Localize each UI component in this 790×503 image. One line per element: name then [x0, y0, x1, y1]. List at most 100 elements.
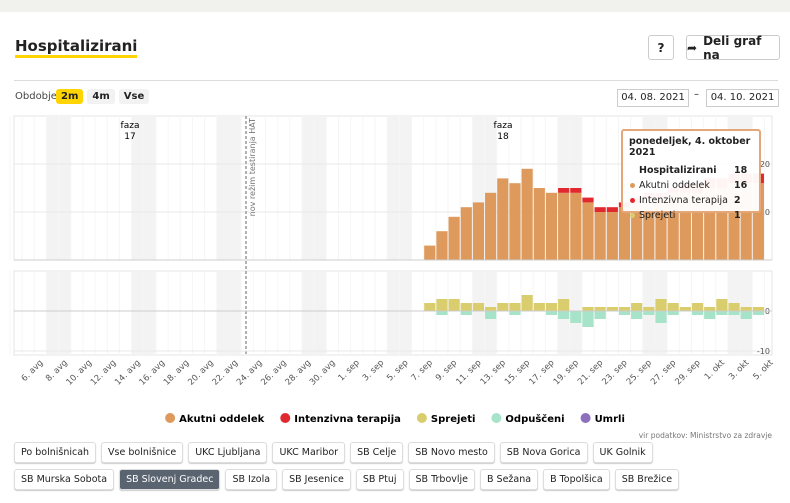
hospital-button[interactable]: UKC Ljubljana	[188, 442, 268, 463]
phase-number: 18	[497, 132, 509, 142]
bar	[667, 303, 679, 311]
x-tick-label: 12. avg	[89, 358, 119, 388]
bar	[533, 303, 545, 311]
hospital-button[interactable]: Po bolnišnicah	[14, 442, 97, 463]
bar	[497, 303, 509, 311]
hospital-button[interactable]: B Sežana	[480, 469, 539, 490]
hospital-button[interactable]: UK Golnik	[592, 442, 653, 463]
x-tick-label: 14. avg	[113, 358, 143, 388]
tooltip-row: Sprejeti 1	[629, 208, 753, 223]
bar	[606, 207, 618, 212]
x-tick-label: 29. sep	[673, 358, 702, 387]
x-tick-label: 26. avg	[259, 358, 289, 388]
bar	[472, 303, 485, 311]
bar	[570, 188, 582, 193]
legend-label: Sprejeti	[431, 414, 476, 425]
hospital-button[interactable]: SB Brežice	[614, 469, 680, 490]
x-tick-label: 19. sep	[552, 358, 581, 387]
tooltip-row: Hospitalizirani 18	[629, 163, 753, 178]
period-option[interactable]: 4m	[87, 89, 115, 104]
bar	[460, 311, 472, 315]
legend-dot	[280, 413, 291, 423]
bar	[618, 207, 631, 260]
bar	[485, 307, 497, 311]
bar	[521, 168, 533, 260]
bar	[448, 216, 460, 260]
bar	[497, 178, 509, 260]
x-tick-label: 23. sep	[600, 358, 629, 387]
bar	[582, 307, 594, 311]
legend: Akutni oddelek Intenzivna terapija Sprejet…	[165, 413, 625, 425]
tooltip-key: Intenzivna terapija	[639, 195, 728, 206]
date-from[interactable]: 04. 08. 2021	[617, 89, 689, 107]
phase-number: 17	[124, 132, 135, 142]
period-options: 2m 4m Vse	[56, 89, 150, 104]
x-tick-label: 1. sep	[337, 358, 362, 383]
bar	[728, 303, 740, 311]
x-tick-label: 5. sep	[385, 358, 410, 383]
bar	[436, 311, 448, 315]
hospital-button[interactable]: SB Ptuj	[355, 469, 404, 490]
x-tick-label: 3. sep	[361, 358, 386, 383]
tooltip-value: 1	[734, 210, 741, 221]
period-option[interactable]: Vse	[118, 89, 150, 104]
tooltip-key: Sprejeti	[639, 210, 676, 221]
bar	[643, 311, 655, 315]
hospital-button[interactable]: SB Jesenice	[282, 469, 351, 490]
hospital-button[interactable]: UKC Maribor	[272, 442, 346, 463]
tooltip-key: Hospitalizirani	[639, 165, 717, 176]
hospital-button[interactable]: SB Slovenj Gradec	[119, 469, 221, 490]
bar	[716, 188, 728, 260]
bar	[691, 303, 704, 311]
hospital-button[interactable]: SB Izola	[225, 469, 278, 490]
hospital-button[interactable]: B Topolšica	[543, 469, 610, 490]
hospital-button[interactable]: SB Novo mesto	[408, 442, 495, 463]
date-to[interactable]: 04. 10. 2021	[706, 89, 779, 107]
bar	[570, 192, 582, 260]
bar	[667, 311, 679, 315]
help-button[interactable]: ?	[648, 35, 674, 60]
bar	[752, 183, 764, 260]
bar	[545, 303, 558, 311]
bar	[716, 299, 728, 311]
tooltip-title: ponedeljek, 4. oktober 2021	[629, 136, 751, 158]
hospital-button[interactable]: SB Nova Gorica	[499, 442, 588, 463]
bar	[655, 299, 667, 311]
share-button[interactable]: ➦ Deli graf na	[686, 34, 780, 62]
period-option[interactable]: 2m	[56, 89, 84, 104]
hospital-button[interactable]: Vse bolnišnice	[101, 442, 184, 463]
bar	[436, 299, 448, 311]
bar	[558, 311, 570, 319]
hospital-button[interactable]: SB Murska Sobota	[14, 469, 115, 490]
legend-dot	[416, 413, 427, 423]
bar	[545, 311, 558, 315]
x-tick-label: 17. sep	[527, 358, 556, 387]
x-tick-label: 20. avg	[186, 358, 216, 388]
bar	[594, 307, 606, 311]
bar	[679, 307, 691, 311]
x-tick-label: 1. okt	[703, 358, 728, 383]
bar	[691, 311, 704, 315]
bar	[691, 192, 704, 260]
x-tick-label: 28. avg	[284, 358, 314, 388]
x-tick-label: 15. sep	[503, 358, 532, 387]
tooltip-dot	[630, 198, 635, 203]
bar	[631, 311, 643, 319]
x-tick-label: 16. avg	[138, 358, 168, 388]
bar	[740, 311, 752, 319]
bar	[655, 197, 667, 260]
bar	[558, 188, 570, 193]
bar	[509, 311, 521, 315]
legend-label: Umrli	[595, 414, 625, 425]
hospital-button[interactable]: SB Celje	[350, 442, 404, 463]
tooltip-dot	[630, 168, 635, 173]
tooltip: ponedeljek, 4. oktober 2021 Hospitalizir…	[621, 129, 761, 221]
legend-label: Intenzivna terapija	[294, 414, 401, 425]
hospital-button[interactable]: SB Trbovlje	[408, 469, 475, 490]
x-tick-label: 6. avg	[20, 358, 46, 384]
tooltip-row: Intenzivna terapija 2	[629, 193, 753, 208]
bar	[631, 202, 643, 260]
x-tick-label: 30. avg	[308, 358, 338, 388]
x-tick-label: 11. sep	[454, 358, 483, 387]
